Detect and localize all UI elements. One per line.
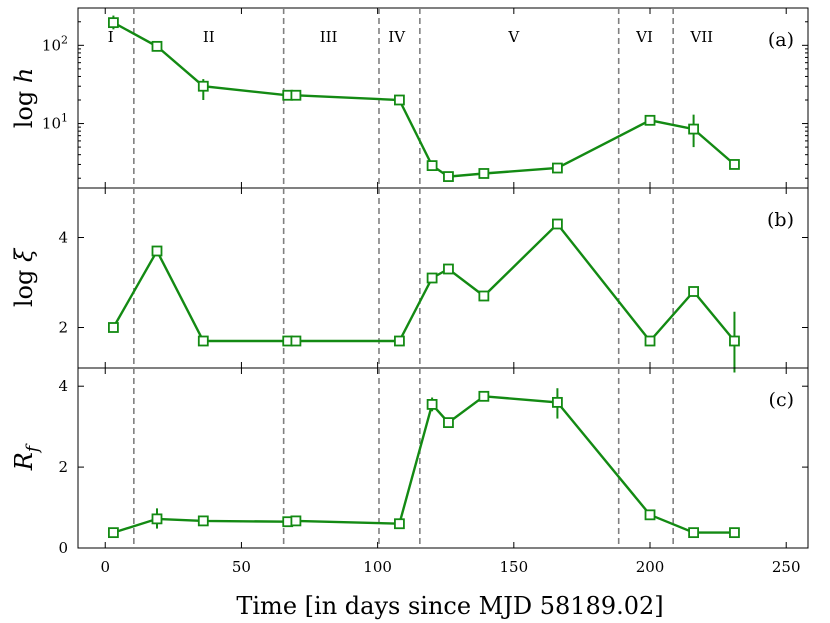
data-point [290,335,302,347]
data-point [151,40,163,52]
data-point [151,513,163,525]
y-tick-label: 101 [42,112,68,133]
phase-label: V [507,28,520,46]
data-point [552,162,563,174]
x-tick-label: 150 [500,558,529,576]
x-tick-label: 200 [636,558,665,576]
data-point [394,518,405,530]
data-point [644,335,656,347]
x-axis: 0 50 100 150 200 250 [100,558,800,576]
y-tick-label: 0 [58,539,68,557]
data-point [688,286,699,297]
data-point [644,509,656,521]
data-point [108,322,119,333]
series-line [113,395,735,534]
data-point [426,160,438,172]
panel-frame [77,187,809,369]
phase-label: VII [689,28,713,46]
panel-tag: (b) [767,209,794,231]
phase-label: III [320,28,338,46]
data-point [151,245,163,257]
data-point [197,515,209,527]
panel-c: 0 2 4 (c) Rf [10,367,809,557]
data-point [197,335,209,347]
data-point [729,527,740,539]
y-tick-label: 4 [58,377,68,395]
phase-label: IV [388,28,406,46]
data-point [478,390,490,402]
data-point [394,335,405,347]
phase-label: I [108,28,114,46]
data-point [394,94,405,106]
y-axis-label: log ξ [10,247,38,307]
x-tick-label: 100 [363,558,392,576]
data-point [426,272,438,284]
panel-tag: (a) [768,29,794,51]
data-point [688,527,699,539]
panel-frame [77,367,809,549]
data-point [443,171,454,182]
data-point [478,290,490,302]
y-axis-label: Rf [10,443,43,471]
data-point [729,335,740,347]
data-point [108,527,119,539]
data-point [552,218,563,230]
series-line [112,222,736,343]
y-axis-label: log h [10,68,38,129]
data-point [478,168,490,179]
data-point [443,263,454,275]
data-point [644,114,656,126]
data-point [290,515,302,527]
x-tick-label: 250 [772,558,801,576]
data-point [729,159,740,170]
y-tick-label: 102 [42,33,68,54]
x-tick-label: 50 [232,558,251,576]
x-tick-label: 0 [100,558,110,576]
data-point [426,399,438,410]
data-point [108,17,119,29]
y-tick-label: 4 [58,229,68,247]
x-axis-label: Time [in days since MJD 58189.02] [236,592,663,620]
data-point [443,417,454,429]
data-point [688,123,699,135]
data-point [552,396,563,408]
panel-tag: (c) [769,389,794,411]
y-tick-label: 2 [58,319,68,337]
data-point [197,80,209,92]
phase-label: II [203,28,215,46]
panel-b: 2 4 (b) log ξ [10,187,809,373]
data-point [290,89,302,101]
y-tick-label: 2 [58,458,68,476]
phase-label: VI [635,28,653,46]
